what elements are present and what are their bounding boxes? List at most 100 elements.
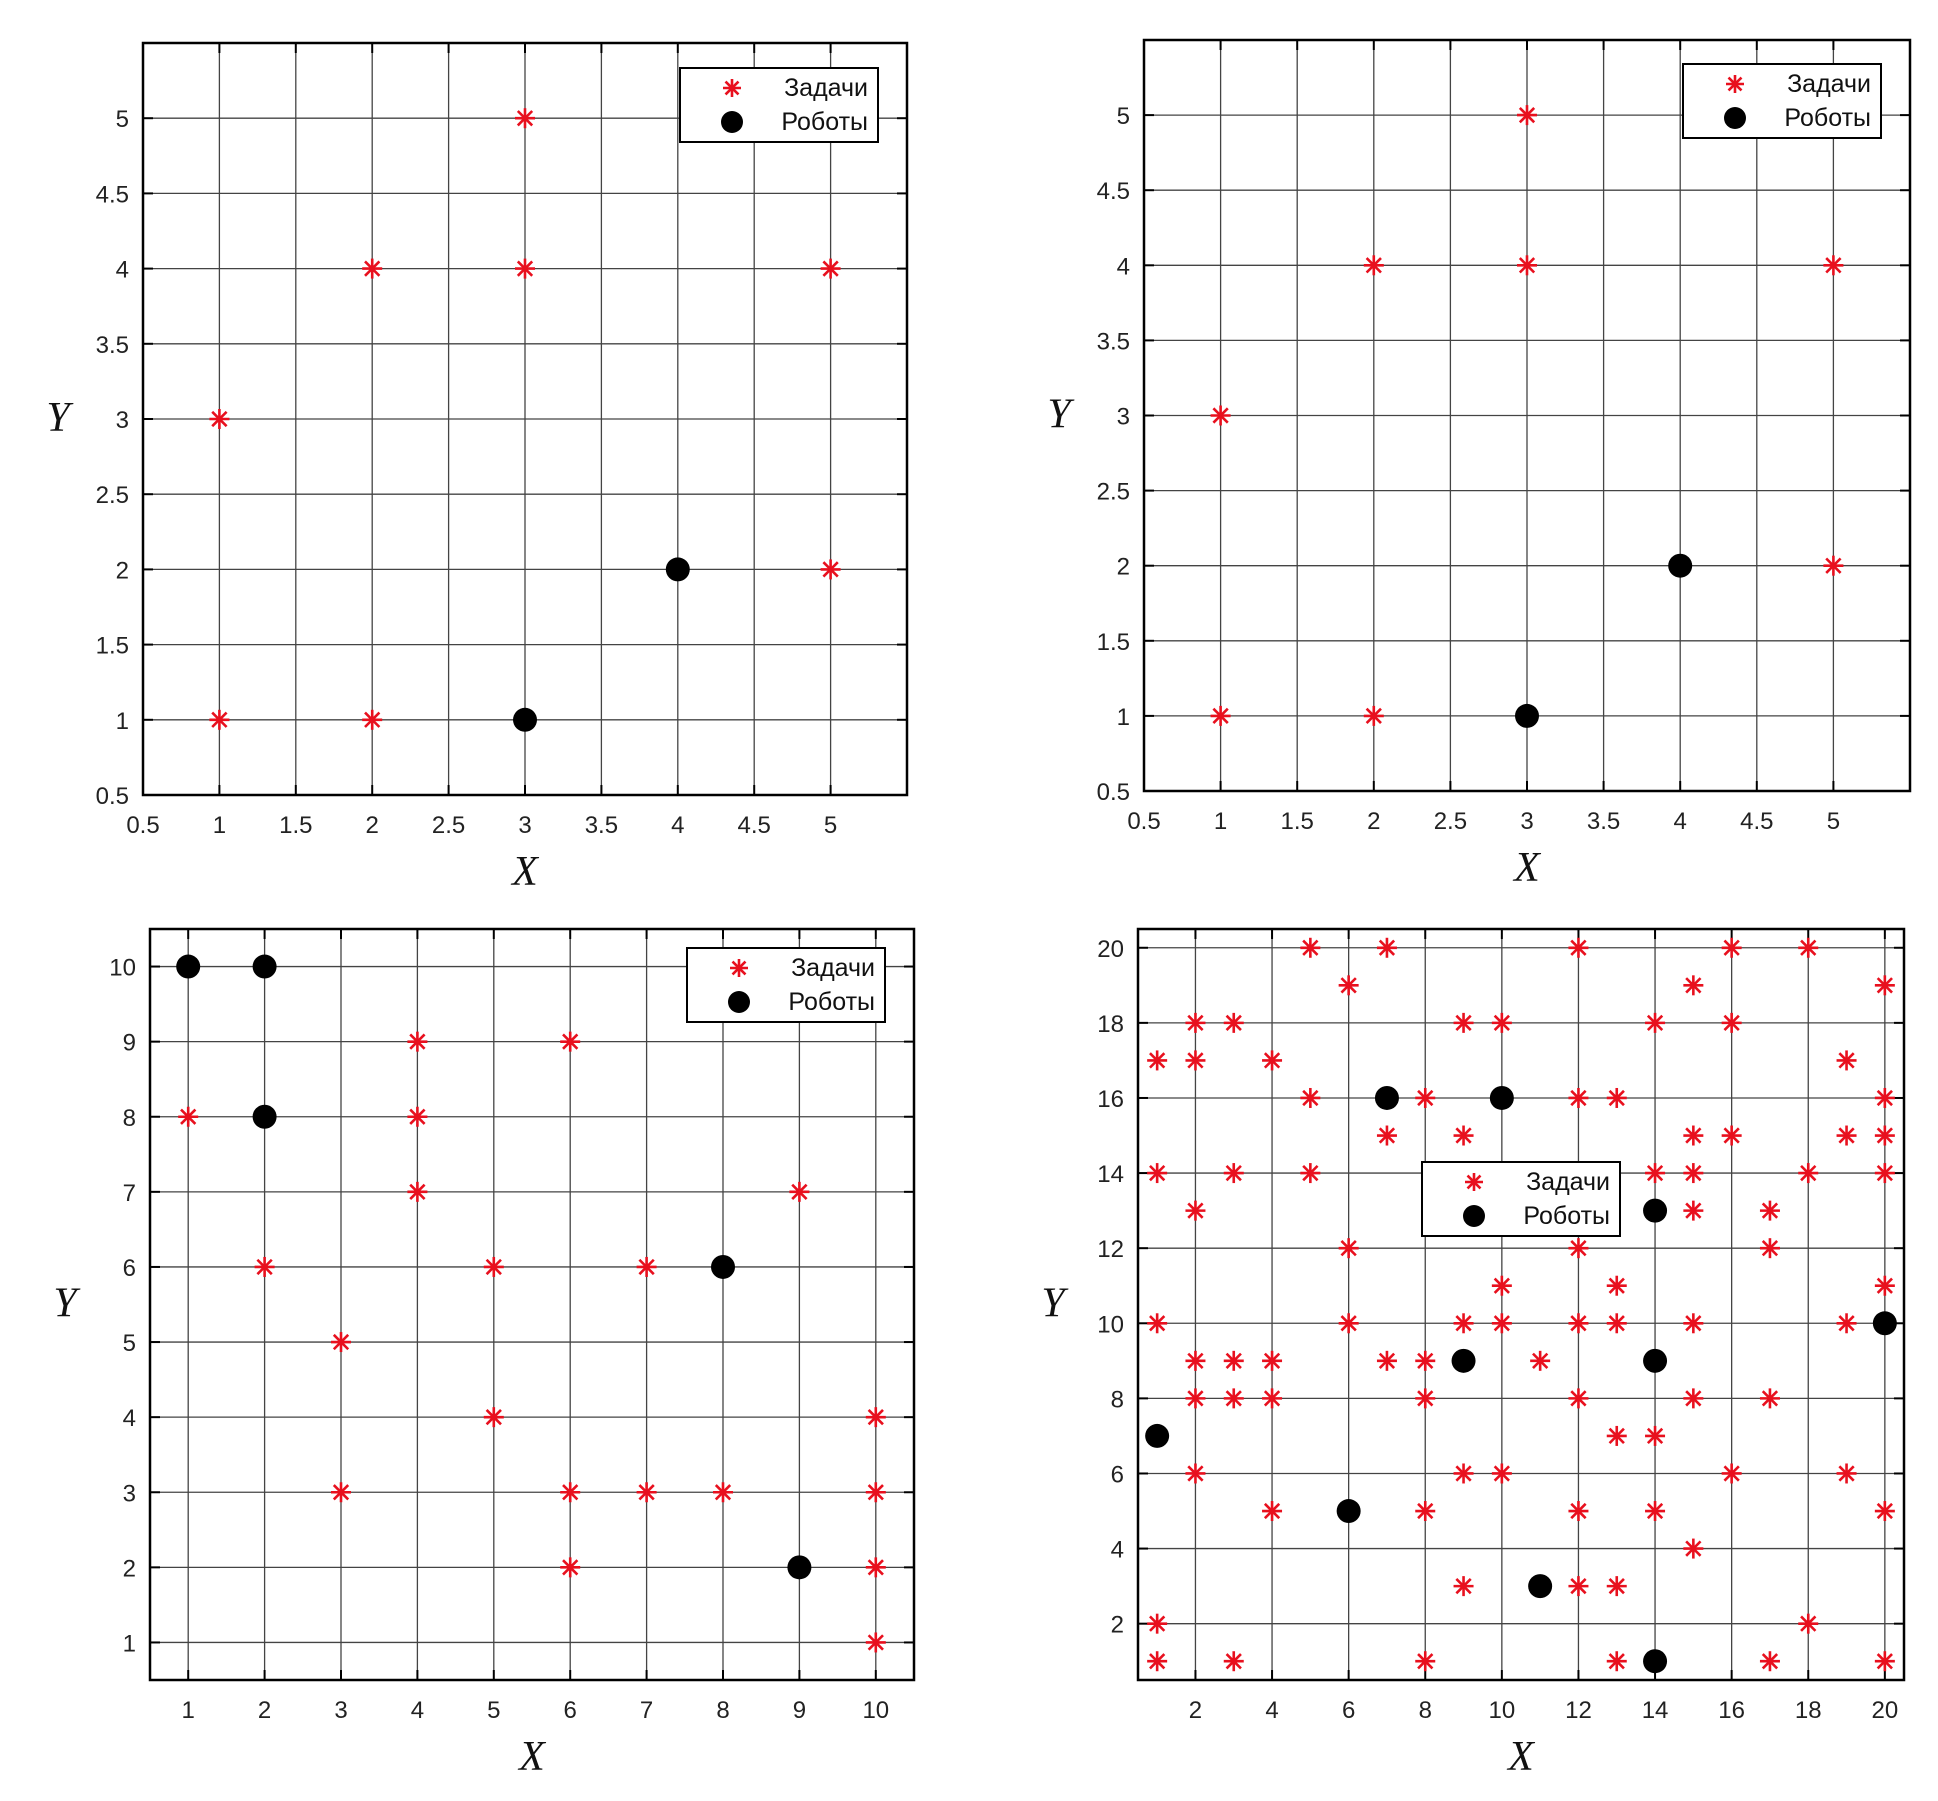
marker-stroke	[1876, 1653, 1893, 1670]
robot-point	[513, 707, 537, 732]
legend-box	[1682, 63, 1882, 139]
task-point	[1262, 1050, 1283, 1071]
task-point	[820, 559, 841, 580]
legend: Задачи Роботы	[679, 67, 879, 143]
task-point	[865, 1632, 886, 1653]
task-point	[1453, 1463, 1474, 1484]
robot-point	[711, 1254, 735, 1279]
series-tasks	[178, 1031, 886, 1653]
y-tick-label: 14	[1097, 1161, 1124, 1188]
y-tick-label: 5	[1117, 103, 1130, 130]
marker-stroke	[638, 1258, 655, 1276]
marker-stroke	[1800, 1615, 1817, 1632]
task-point	[1683, 1388, 1704, 1409]
x-tick-label: 4	[411, 1697, 424, 1724]
x-tick-label: 4.5	[1740, 808, 1773, 835]
x-tick-label: 2	[1367, 808, 1380, 835]
robot-point	[176, 954, 201, 979]
legend-box	[1421, 1161, 1621, 1237]
marker-stroke	[1455, 1315, 1472, 1332]
marker-stroke	[1493, 1315, 1510, 1332]
x-tick-label: 3.5	[1587, 808, 1620, 835]
task-point	[1823, 255, 1844, 276]
x-tick-label: 14	[1642, 1697, 1669, 1724]
marker-stroke	[1149, 1052, 1166, 1069]
y-tick-label: 1.5	[96, 633, 129, 660]
chart-2: 0.5 1 1.5 2 2.5 3 3.5 4 4.5 5 0.5 1 1.5 2 2.5 3 3.5 4 4.5 5…	[1047, 38, 1912, 891]
legend-robot-marker	[728, 991, 750, 1013]
task-point	[515, 258, 535, 279]
task-point	[1363, 255, 1384, 276]
x-tick-label: 10	[862, 1697, 889, 1724]
legend-task-marker	[723, 79, 741, 97]
marker-stroke	[1608, 1653, 1625, 1670]
task-point	[1338, 1238, 1359, 1259]
marker-stroke	[1149, 1164, 1166, 1182]
task-point	[1721, 937, 1742, 958]
x-tick-label: 0.5	[126, 812, 159, 839]
y-tick-label: 1.5	[1097, 629, 1130, 656]
marker-stroke	[1466, 1174, 1482, 1190]
x-tick-label: 3	[518, 812, 531, 839]
marker-stroke	[1608, 1089, 1625, 1107]
task-point	[1376, 937, 1397, 958]
y-tick-label: 5	[116, 106, 129, 133]
task-point	[1836, 1125, 1857, 1146]
task-point	[1262, 1388, 1283, 1409]
x-tick-label: 4	[1674, 808, 1687, 835]
x-tick-label: 5	[824, 812, 837, 839]
task-point	[1517, 255, 1537, 276]
marker-stroke	[1455, 1127, 1472, 1144]
task-point	[209, 409, 230, 429]
robot-point	[1336, 1499, 1361, 1524]
marker-stroke	[1800, 1164, 1817, 1182]
marker-stroke	[1825, 257, 1842, 274]
y-tick-label: 2	[1111, 1612, 1124, 1639]
x-tick-label: 18	[1795, 1697, 1822, 1724]
task-point	[1606, 1651, 1627, 1672]
task-point	[1415, 1651, 1436, 1672]
marker-stroke	[180, 1108, 197, 1125]
task-point	[1223, 1651, 1244, 1672]
marker-stroke	[1187, 1390, 1204, 1407]
x-tick-label: 2	[1189, 1697, 1202, 1724]
marker-stroke	[409, 1108, 426, 1125]
series-robots	[176, 954, 812, 1580]
marker-stroke	[1608, 1277, 1625, 1294]
marker-stroke	[1187, 1014, 1204, 1031]
marker-stroke	[1723, 939, 1740, 956]
marker-stroke	[1493, 1465, 1510, 1482]
legend-robot-marker	[721, 111, 743, 133]
x-tick-label: 9	[793, 1697, 806, 1724]
y-tick-label: 1	[1117, 704, 1130, 731]
y-axis-label: Y	[1041, 1281, 1069, 1327]
task-point	[636, 1256, 657, 1277]
marker-stroke	[1761, 1240, 1779, 1257]
y-tick-label: 8	[1111, 1386, 1124, 1413]
task-point	[1491, 1012, 1512, 1033]
marker-stroke	[822, 260, 839, 277]
marker-stroke	[1378, 1127, 1396, 1144]
task-point	[483, 1407, 504, 1428]
marker-stroke	[1417, 1089, 1434, 1107]
task-point	[1210, 405, 1231, 426]
task-point	[1185, 1012, 1206, 1033]
task-point	[1645, 1425, 1666, 1446]
marker-stroke	[1149, 1653, 1166, 1670]
x-axis-label: X	[510, 849, 540, 895]
marker-stroke	[1723, 1465, 1740, 1482]
y-axis-label: Y	[46, 395, 74, 441]
marker-stroke	[1417, 1653, 1434, 1670]
plot-frame	[1136, 927, 1906, 1682]
marker-stroke	[1302, 1164, 1319, 1182]
y-tick-label: 0.5	[1097, 779, 1130, 806]
robot-point	[1145, 1423, 1170, 1448]
marker-stroke	[1825, 557, 1842, 574]
y-tick-label: 5	[123, 1330, 136, 1357]
task-point	[1185, 1350, 1206, 1371]
marker-stroke	[1608, 1578, 1625, 1595]
x-tick-label: 1	[182, 1697, 195, 1724]
marker-stroke	[1685, 1315, 1702, 1332]
task-point	[1721, 1125, 1742, 1146]
task-point	[1568, 1388, 1589, 1409]
